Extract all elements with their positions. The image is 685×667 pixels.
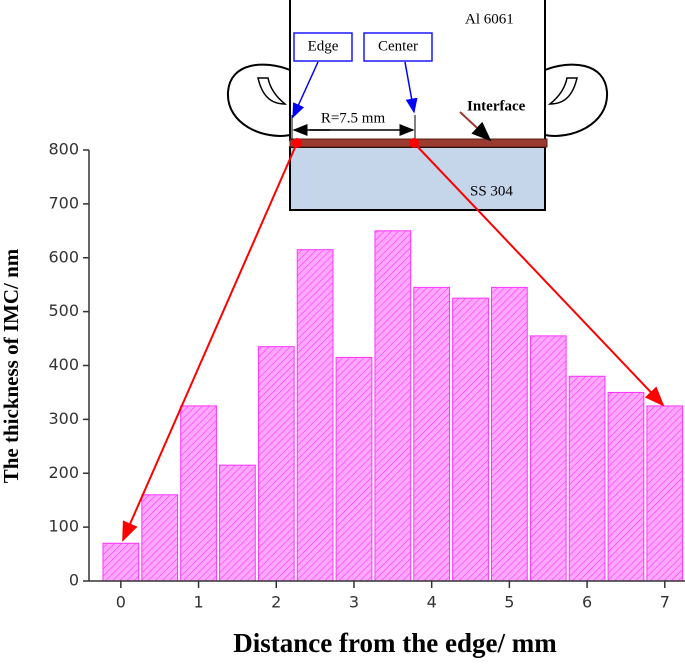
bar xyxy=(180,405,217,582)
bar xyxy=(568,375,606,582)
inset-diagram: Al 6061 Edge Center R=7.5 mm Interface S… xyxy=(122,0,665,542)
bar xyxy=(374,230,412,582)
x-tick-label: 2 xyxy=(271,593,281,612)
ss-block xyxy=(289,146,546,211)
bar xyxy=(646,405,684,582)
label-radius: R=7.5 mm xyxy=(321,110,386,126)
y-axis-title: The thickness of IMC/ nm xyxy=(0,248,23,483)
label-edge: Edge xyxy=(308,38,339,54)
y-tick-label: 100 xyxy=(48,517,79,536)
bar xyxy=(335,356,373,582)
bar xyxy=(257,346,295,582)
center-link xyxy=(413,142,665,407)
ear-inner xyxy=(257,77,578,105)
bar xyxy=(452,297,489,582)
edge-arrow xyxy=(292,61,319,119)
y-tick-label: 500 xyxy=(48,301,79,320)
bar xyxy=(491,286,528,582)
center-arrow xyxy=(404,61,418,114)
edge-link xyxy=(122,142,298,542)
y-tick-label: 800 xyxy=(48,140,79,159)
y-tick-label: 700 xyxy=(48,193,79,212)
label-center: Center xyxy=(378,38,418,54)
y-tick-label: 400 xyxy=(48,355,79,374)
label-ss: SS 304 xyxy=(470,183,513,199)
bar xyxy=(219,464,256,582)
bar xyxy=(529,335,567,582)
x-tick-label: 4 xyxy=(427,593,437,612)
bar xyxy=(296,249,334,582)
bar xyxy=(141,494,179,582)
center-point xyxy=(409,138,419,148)
x-tick-label: 5 xyxy=(504,593,514,612)
bar xyxy=(413,286,451,582)
label-interface: Interface xyxy=(467,98,526,114)
edge-point xyxy=(292,138,302,148)
y-tick-label: 600 xyxy=(48,247,79,266)
al-ears xyxy=(226,0,609,137)
edge-box xyxy=(293,32,353,62)
y-tick-label: 0 xyxy=(69,571,79,590)
center-box xyxy=(363,32,433,62)
y-tick-label: 200 xyxy=(48,463,79,482)
x-tick-label: 7 xyxy=(660,593,670,612)
x-tick-label: 6 xyxy=(582,593,592,612)
y-tick-label: 300 xyxy=(48,409,79,428)
x-tick-label: 0 xyxy=(116,593,126,612)
bar xyxy=(102,542,140,582)
interface-arrow xyxy=(459,111,492,142)
x-axis-title: Distance from the edge/ mm xyxy=(233,628,557,658)
bar xyxy=(607,391,645,582)
x-tick-label: 3 xyxy=(349,593,359,612)
x-tick-label: 1 xyxy=(193,593,203,612)
label-al: Al 6061 xyxy=(465,11,514,27)
plot-area: 0 100 200 300 400 500 600 700 800 0 1 2 3 4 5 6 7 xyxy=(48,140,685,612)
